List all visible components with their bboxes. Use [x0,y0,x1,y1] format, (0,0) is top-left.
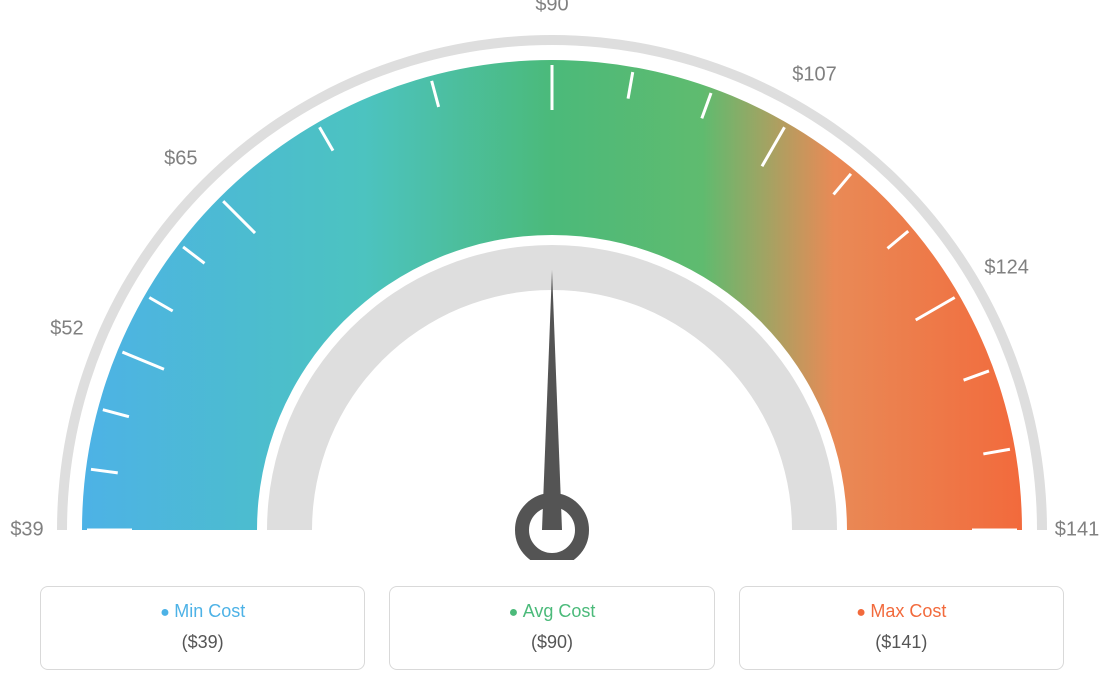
legend-max-value: ($141) [740,632,1063,653]
legend-row: Min Cost ($39) Avg Cost ($90) Max Cost (… [40,586,1064,670]
gauge-svg [0,0,1104,560]
tick-label: $107 [792,64,837,87]
legend-max: Max Cost ($141) [739,586,1064,670]
legend-min: Min Cost ($39) [40,586,365,670]
tick-label: $141 [1055,519,1100,542]
legend-min-value: ($39) [41,632,364,653]
legend-avg-value: ($90) [390,632,713,653]
legend-max-label: Max Cost [740,601,1063,622]
needle [542,270,562,530]
tick-label: $39 [10,519,43,542]
gauge-chart-card: $39 $52 $65 $90 $107 $124 $141 Min Cost ($39) … [0,0,1104,690]
tick-label: $124 [984,256,1029,279]
legend-min-label: Min Cost [41,601,364,622]
tick-label: $52 [50,318,83,341]
tick-label: $65 [164,147,197,170]
legend-avg: Avg Cost ($90) [389,586,714,670]
gauge-area: $39 $52 $65 $90 $107 $124 $141 [0,0,1104,560]
legend-avg-label: Avg Cost [390,601,713,622]
tick-label: $90 [535,0,568,17]
